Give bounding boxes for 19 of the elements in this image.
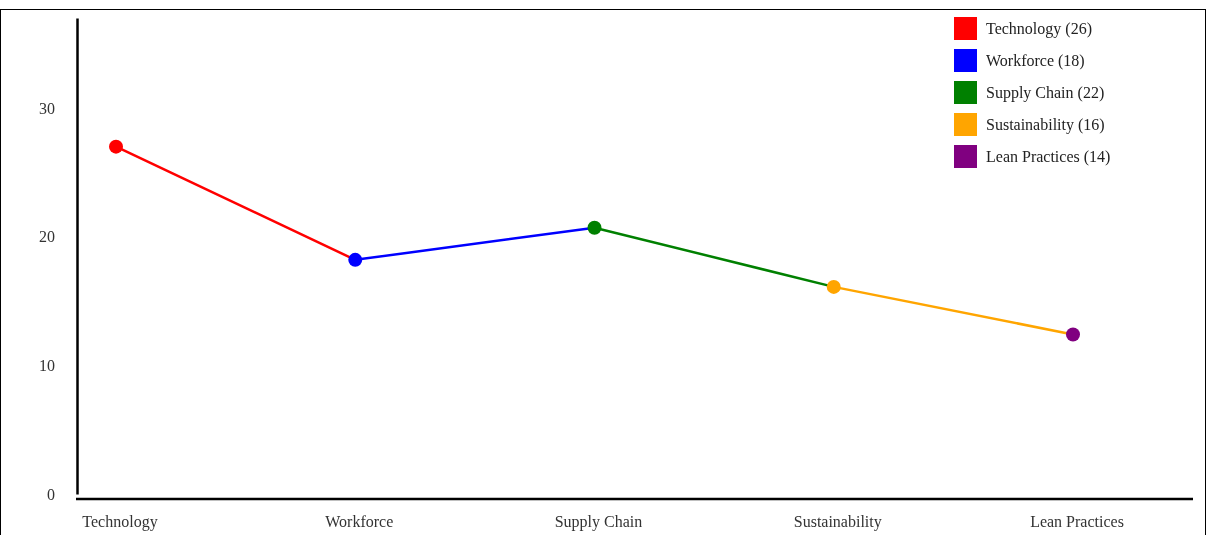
y-tick-label: 0 [47,485,55,503]
x-tick-label: Lean Practices [1030,513,1124,530]
point [587,220,602,235]
x-tick-label: Supply Chain [554,513,643,531]
legend-label: Lean Practices (14) [986,148,1111,166]
legend-label: Supply Chain (22) [986,84,1105,102]
x-tick-label: Workforce [325,513,394,530]
y-tick-label: 30 [39,99,55,117]
point [109,139,123,154]
x-tick-label: Technology [82,513,158,531]
point [348,252,363,267]
point [1066,327,1080,342]
legend-label: Workforce (18) [986,52,1085,70]
legend-label: Technology (26) [986,20,1092,38]
y-tick-label: 10 [39,356,55,374]
x-tick-label: Sustainability [793,513,882,531]
legend-label: Sustainability (16) [986,116,1105,134]
point [826,279,841,294]
y-tick-label: 20 [39,228,55,246]
